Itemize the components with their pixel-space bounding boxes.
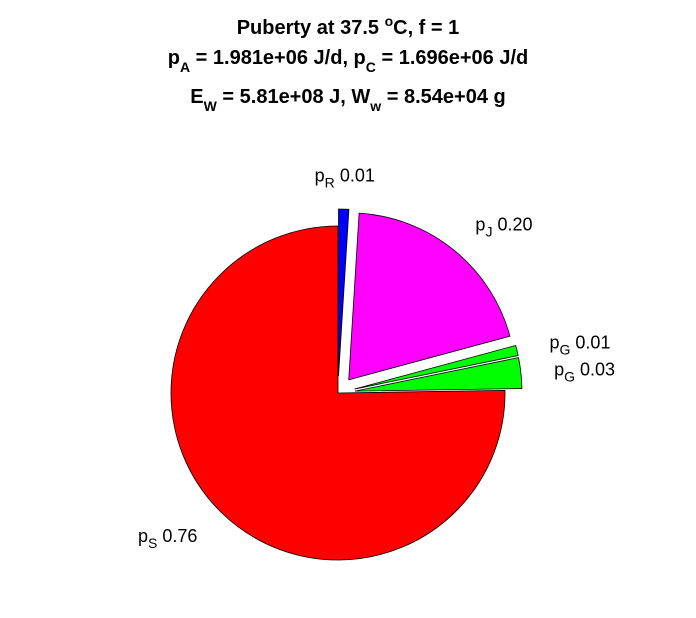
title-part: = 1.696e+06 J/d [376, 47, 528, 69]
label-name: p [475, 215, 485, 235]
label-sub: G [564, 368, 575, 384]
title-part: Puberty at 37.5 [237, 17, 385, 39]
title-part: w [369, 98, 381, 114]
title-part: E [190, 86, 203, 108]
label-value: 0.76 [162, 526, 197, 546]
label-sub: R [325, 175, 335, 191]
pie-slice [348, 212, 511, 381]
title-part: W [204, 98, 218, 114]
label-value: 0.01 [340, 166, 375, 186]
pie-slice [354, 344, 519, 390]
title-part: C, f = 1 [393, 17, 459, 39]
slice-label: pS 0.76 [138, 526, 197, 551]
title-part: C [366, 59, 376, 75]
label-name: p [315, 166, 325, 186]
label-value: 0.03 [580, 359, 615, 379]
label-name: p [138, 526, 148, 546]
pie-slice [170, 225, 506, 561]
title-part: A [180, 59, 190, 75]
title-part: = 5.81e+08 J, W [217, 86, 371, 108]
pie-slice [338, 208, 350, 377]
slice-label: pR 0.01 [315, 166, 375, 191]
label-sub: J [485, 224, 492, 240]
label-name: p [550, 333, 560, 353]
title-line: EW = 5.81e+08 J, Ww = 8.54e+04 g [190, 86, 505, 114]
title-part: = 8.54e+04 g [381, 86, 506, 108]
label-name: p [554, 359, 564, 379]
label-value: 0.01 [575, 333, 610, 353]
slice-label: pG 0.01 [550, 333, 611, 358]
slice-label: pG 0.03 [554, 359, 615, 384]
slice-label: pJ 0.20 [475, 215, 532, 240]
title-line: Puberty at 37.5 oC, f = 1 [237, 13, 460, 39]
title-part: o [385, 13, 394, 29]
title-line: pA = 1.981e+06 J/d, pC = 1.696e+06 J/d [168, 47, 529, 75]
pie-slice [354, 357, 523, 392]
title-part: = 1.981e+06 J/d, p [190, 47, 366, 69]
label-value: 0.20 [497, 215, 532, 235]
label-sub: G [560, 342, 571, 358]
title-part: p [168, 47, 180, 69]
label-sub: S [148, 535, 157, 551]
